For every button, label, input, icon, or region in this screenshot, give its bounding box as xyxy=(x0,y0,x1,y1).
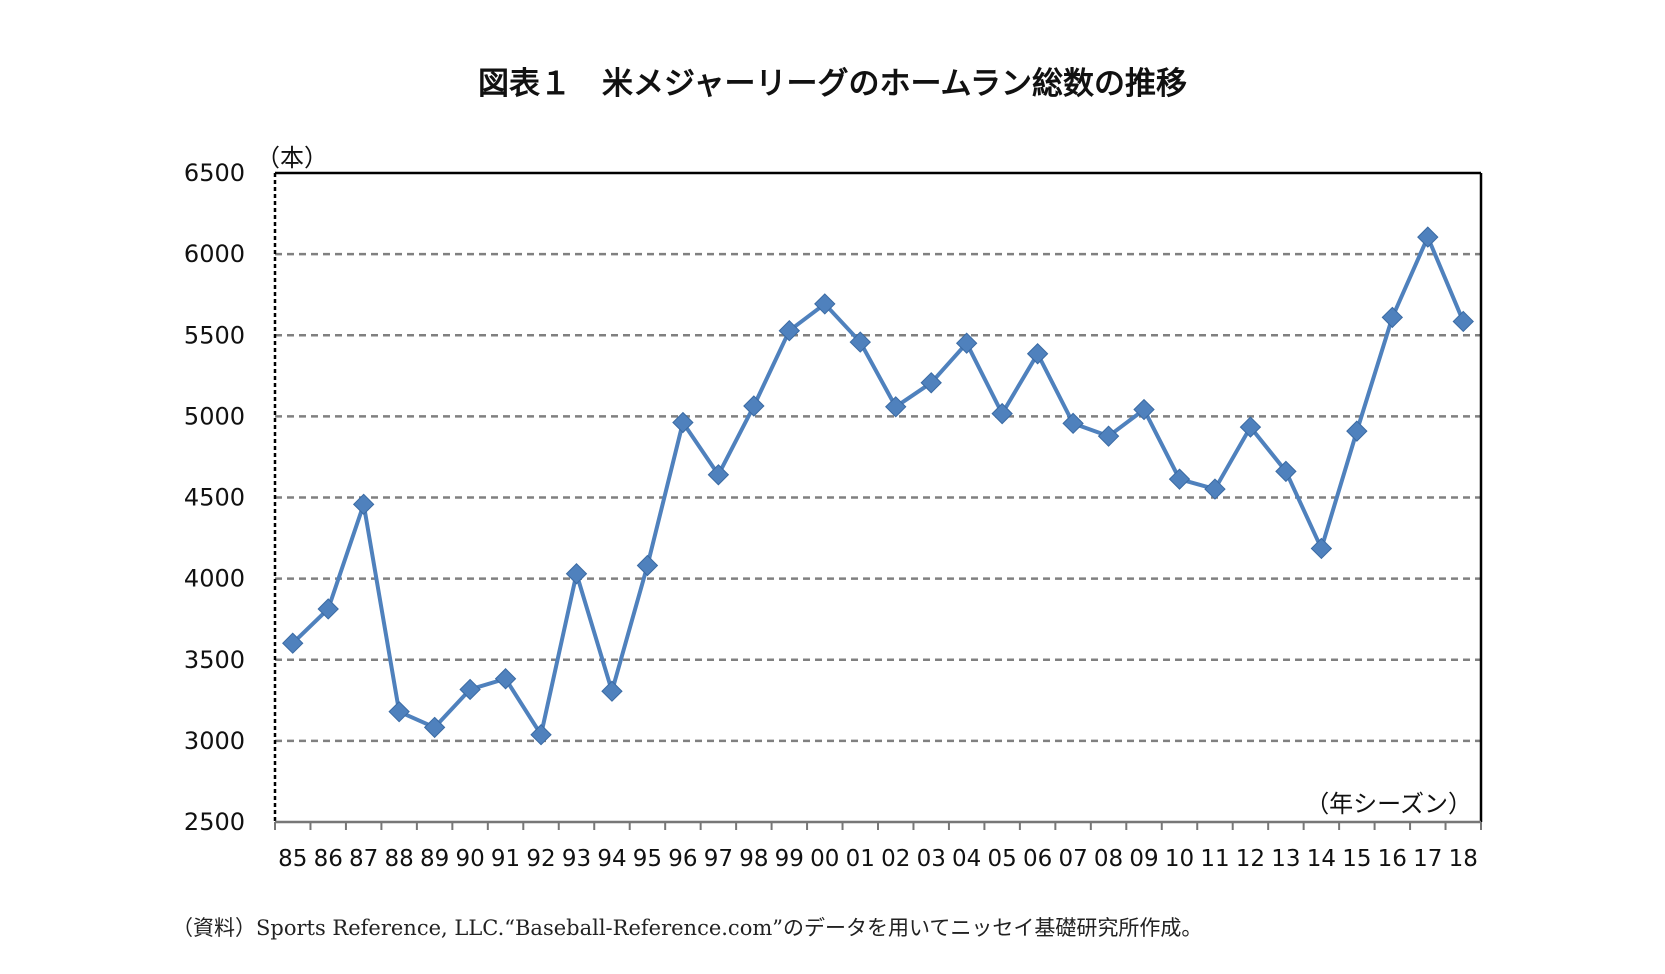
data-point-85 xyxy=(282,632,304,654)
x-tick-label: 90 xyxy=(455,846,484,872)
series-line xyxy=(291,235,1466,737)
y-tick-label: 3500 xyxy=(184,646,245,674)
data-point-90 xyxy=(459,678,481,701)
data-point-01 xyxy=(849,331,871,353)
y-tick-label: 5000 xyxy=(184,402,245,430)
chart-title: 図表１ 米メジャーリーグのホームラン総数の推移 xyxy=(478,66,1187,102)
x-tick-label: 85 xyxy=(278,846,307,872)
x-tick-label: 03 xyxy=(917,846,946,872)
data-point-02 xyxy=(885,396,907,418)
x-tick-label: 95 xyxy=(633,846,662,872)
data-point-04 xyxy=(955,332,978,354)
data-point-09 xyxy=(1133,398,1155,421)
data-point-15 xyxy=(1346,420,1368,442)
x-tick-label: 06 xyxy=(1023,846,1052,872)
data-point-88 xyxy=(388,700,410,723)
x-tick-label: 89 xyxy=(420,846,449,872)
x-tick-label: 86 xyxy=(314,846,343,872)
data-point-11 xyxy=(1204,478,1226,500)
axes xyxy=(273,171,1483,830)
data-point-03 xyxy=(920,372,942,394)
y-tick-label: 2500 xyxy=(184,808,245,836)
data-point-86 xyxy=(317,598,339,620)
data-point-08 xyxy=(1097,425,1120,447)
x-tick-label: 08 xyxy=(1094,846,1123,872)
data-point-13 xyxy=(1275,460,1297,483)
source-note: （資料）Sports Reference, LLC.“Baseball-Refe… xyxy=(172,916,1203,940)
data-point-17 xyxy=(1417,226,1439,248)
data-point-97 xyxy=(707,464,730,486)
data-point-05 xyxy=(991,402,1013,425)
x-tick-label: 01 xyxy=(846,846,875,872)
data-point-18 xyxy=(1452,310,1474,333)
x-tick-label: 00 xyxy=(810,846,839,872)
y-tick-label: 6000 xyxy=(184,240,245,268)
x-tick-label: 92 xyxy=(526,846,555,872)
data-point-06 xyxy=(1026,343,1049,365)
data-point-16 xyxy=(1381,306,1404,329)
x-tick-label: 10 xyxy=(1165,846,1194,872)
data-point-96 xyxy=(672,411,694,434)
x-tick-label: 91 xyxy=(491,846,520,872)
x-tick-label: 16 xyxy=(1378,846,1407,872)
x-tick-label: 99 xyxy=(775,846,804,872)
series-line xyxy=(291,235,1466,737)
y-tick-label: 3000 xyxy=(184,727,245,755)
data-point-94 xyxy=(601,680,623,702)
x-tick-label: 05 xyxy=(988,846,1017,872)
x-tick-label: 02 xyxy=(881,846,910,872)
y-tick-labels: 2500 3000 3500 4000 4500 5000 5500 6000 6500 xyxy=(184,159,245,836)
x-tick-label: 12 xyxy=(1236,846,1265,872)
x-tick-label: 14 xyxy=(1307,846,1336,872)
data-point-99 xyxy=(778,319,801,342)
x-tick-label: 15 xyxy=(1342,846,1371,872)
y-tick-label: 4000 xyxy=(184,565,245,593)
x-tick-label: 96 xyxy=(668,846,697,872)
y-tick-label: 5500 xyxy=(184,321,245,349)
data-point-98 xyxy=(743,395,765,417)
y-tick-label: 6500 xyxy=(184,159,245,187)
data-point-91 xyxy=(494,668,517,690)
x-tick-label: 09 xyxy=(1129,846,1158,872)
data-point-10 xyxy=(1168,468,1191,490)
data-point-00 xyxy=(814,293,836,315)
x-tick-label: 18 xyxy=(1449,846,1478,872)
gridlines xyxy=(275,252,1481,743)
y-tick-label: 4500 xyxy=(184,484,245,512)
x-tick-label: 88 xyxy=(385,846,414,872)
x-tick-label: 97 xyxy=(704,846,733,872)
data-point-89 xyxy=(423,716,446,739)
x-tick-label: 11 xyxy=(1200,846,1229,872)
data-markers xyxy=(282,226,1474,746)
data-point-93 xyxy=(565,563,588,585)
x-tick-label: 13 xyxy=(1271,846,1300,872)
x-tick-label: 17 xyxy=(1413,846,1442,872)
x-tick-label: 87 xyxy=(349,846,378,872)
x-tick-label: 94 xyxy=(597,846,626,872)
data-point-95 xyxy=(636,554,659,577)
x-tick-label: 93 xyxy=(562,846,591,872)
data-point-14 xyxy=(1310,537,1333,560)
x-tick-label: 98 xyxy=(739,846,768,872)
x-tick-labels: 85 86 87 88 89 90 91 92 93 94 95 96 97 98 99 00 01 02 03 04… xyxy=(278,846,1478,872)
data-point-87 xyxy=(352,493,375,516)
y-axis-label: （本） xyxy=(256,144,328,172)
data-point-07 xyxy=(1062,412,1084,435)
x-tick-label: 07 xyxy=(1058,846,1087,872)
data-point-12 xyxy=(1239,416,1262,438)
x-tick-label: 04 xyxy=(952,846,981,872)
data-point-92 xyxy=(530,724,552,746)
x-axis-label: （年シーズン） xyxy=(1305,790,1472,818)
